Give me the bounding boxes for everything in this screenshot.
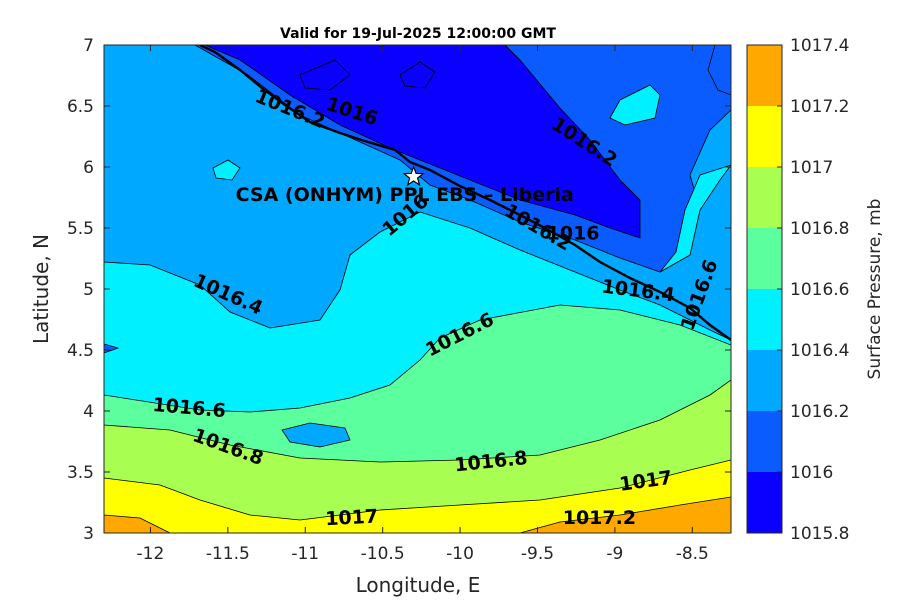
colorbar-swatch — [747, 472, 782, 533]
site-label: CSA (ONHYM) PPL EBS – Liberia — [236, 184, 574, 206]
colorbar-swatch — [747, 350, 782, 411]
colorbar-swatch — [747, 106, 782, 167]
colorbar-tick-label: 1016.6 — [790, 280, 849, 300]
contour-label: 1017 — [325, 505, 379, 530]
field-lobe-dark-1 — [299, 59, 351, 91]
colorbar-tick-label: 1016.8 — [790, 219, 849, 239]
field-island-cyan — [281, 422, 351, 448]
colorbar-swatch — [747, 289, 782, 350]
x-axis-ticks: -12 -11.5 -11 -10.5 -10 -9.5 -9 -8.5 — [137, 45, 709, 564]
y-tick-label: 5.5 — [67, 219, 94, 239]
y-tick-label: 6 — [83, 158, 94, 178]
field-band-1017-2-right — [519, 496, 731, 533]
field-island-left-edge — [104, 343, 120, 354]
field-lobe-dark-2 — [399, 61, 436, 89]
x-tick-label: -10 — [446, 544, 474, 564]
colorbar — [747, 45, 782, 533]
field-lobe-right-cyan — [609, 84, 661, 126]
colorbar-ticks: 1015.8 1016 1016.2 1016.4 1016.6 1016.8 1017 10… — [777, 36, 849, 544]
figure-title: Valid for 19-Jul-2025 12:00:00 GMT — [280, 26, 556, 42]
y-tick-label: 6.5 — [67, 97, 94, 117]
pressure-field — [104, 45, 731, 533]
x-tick-label: -12 — [137, 544, 165, 564]
contour-label: 1017.2 — [563, 507, 636, 529]
colorbar-tick-label: 1015.8 — [790, 524, 849, 544]
x-tick-label: -9.5 — [521, 544, 554, 564]
field-band-1017-2 — [104, 514, 171, 533]
field-lobe-upper-right — [707, 45, 731, 96]
colorbar-swatch — [747, 411, 782, 472]
contour-label: 1016 — [547, 223, 600, 245]
y-tick-label: 3.5 — [67, 463, 94, 483]
y-axis-title: Latitude, N — [29, 234, 53, 344]
colorbar-tick-label: 1016.4 — [790, 341, 849, 361]
field-band-1017-0 — [104, 459, 731, 533]
y-tick-label: 4 — [83, 402, 94, 422]
x-tick-label: -9 — [606, 544, 623, 564]
y-tick-label: 3 — [83, 524, 94, 544]
field-band-1015-8 — [204, 45, 641, 239]
colorbar-tick-label: 1017.2 — [790, 97, 849, 117]
colorbar-tick-label: 1016 — [790, 463, 833, 483]
y-tick-label: 5 — [83, 280, 94, 300]
x-tick-label: -11.5 — [206, 544, 250, 564]
field-island-small-left — [212, 159, 241, 181]
x-tick-label: -8.5 — [676, 544, 709, 564]
colorbar-tick-label: 1017.4 — [790, 36, 849, 56]
colorbar-swatch — [747, 228, 782, 289]
site-marker-group: CSA (ONHYM) PPL EBS – Liberia — [236, 165, 574, 206]
x-tick-label: -10.5 — [361, 544, 405, 564]
site-star-icon — [402, 165, 425, 187]
colorbar-tick-label: 1016.2 — [790, 402, 849, 422]
colorbar-tick-label: 1017 — [790, 158, 833, 178]
x-tick-label: -11 — [291, 544, 319, 564]
y-tick-label: 7 — [83, 36, 94, 56]
y-axis-ticks: 3 3.5 4 4.5 5 5.5 6 6.5 7 — [67, 36, 731, 544]
colorbar-title: Surface Pressure, mb — [865, 199, 885, 380]
y-tick-label: 4.5 — [67, 341, 94, 361]
colorbar-swatch — [747, 167, 782, 228]
coastline — [199, 45, 731, 341]
colorbar-swatch — [747, 45, 782, 106]
x-axis-title: Longitude, E — [356, 573, 481, 597]
